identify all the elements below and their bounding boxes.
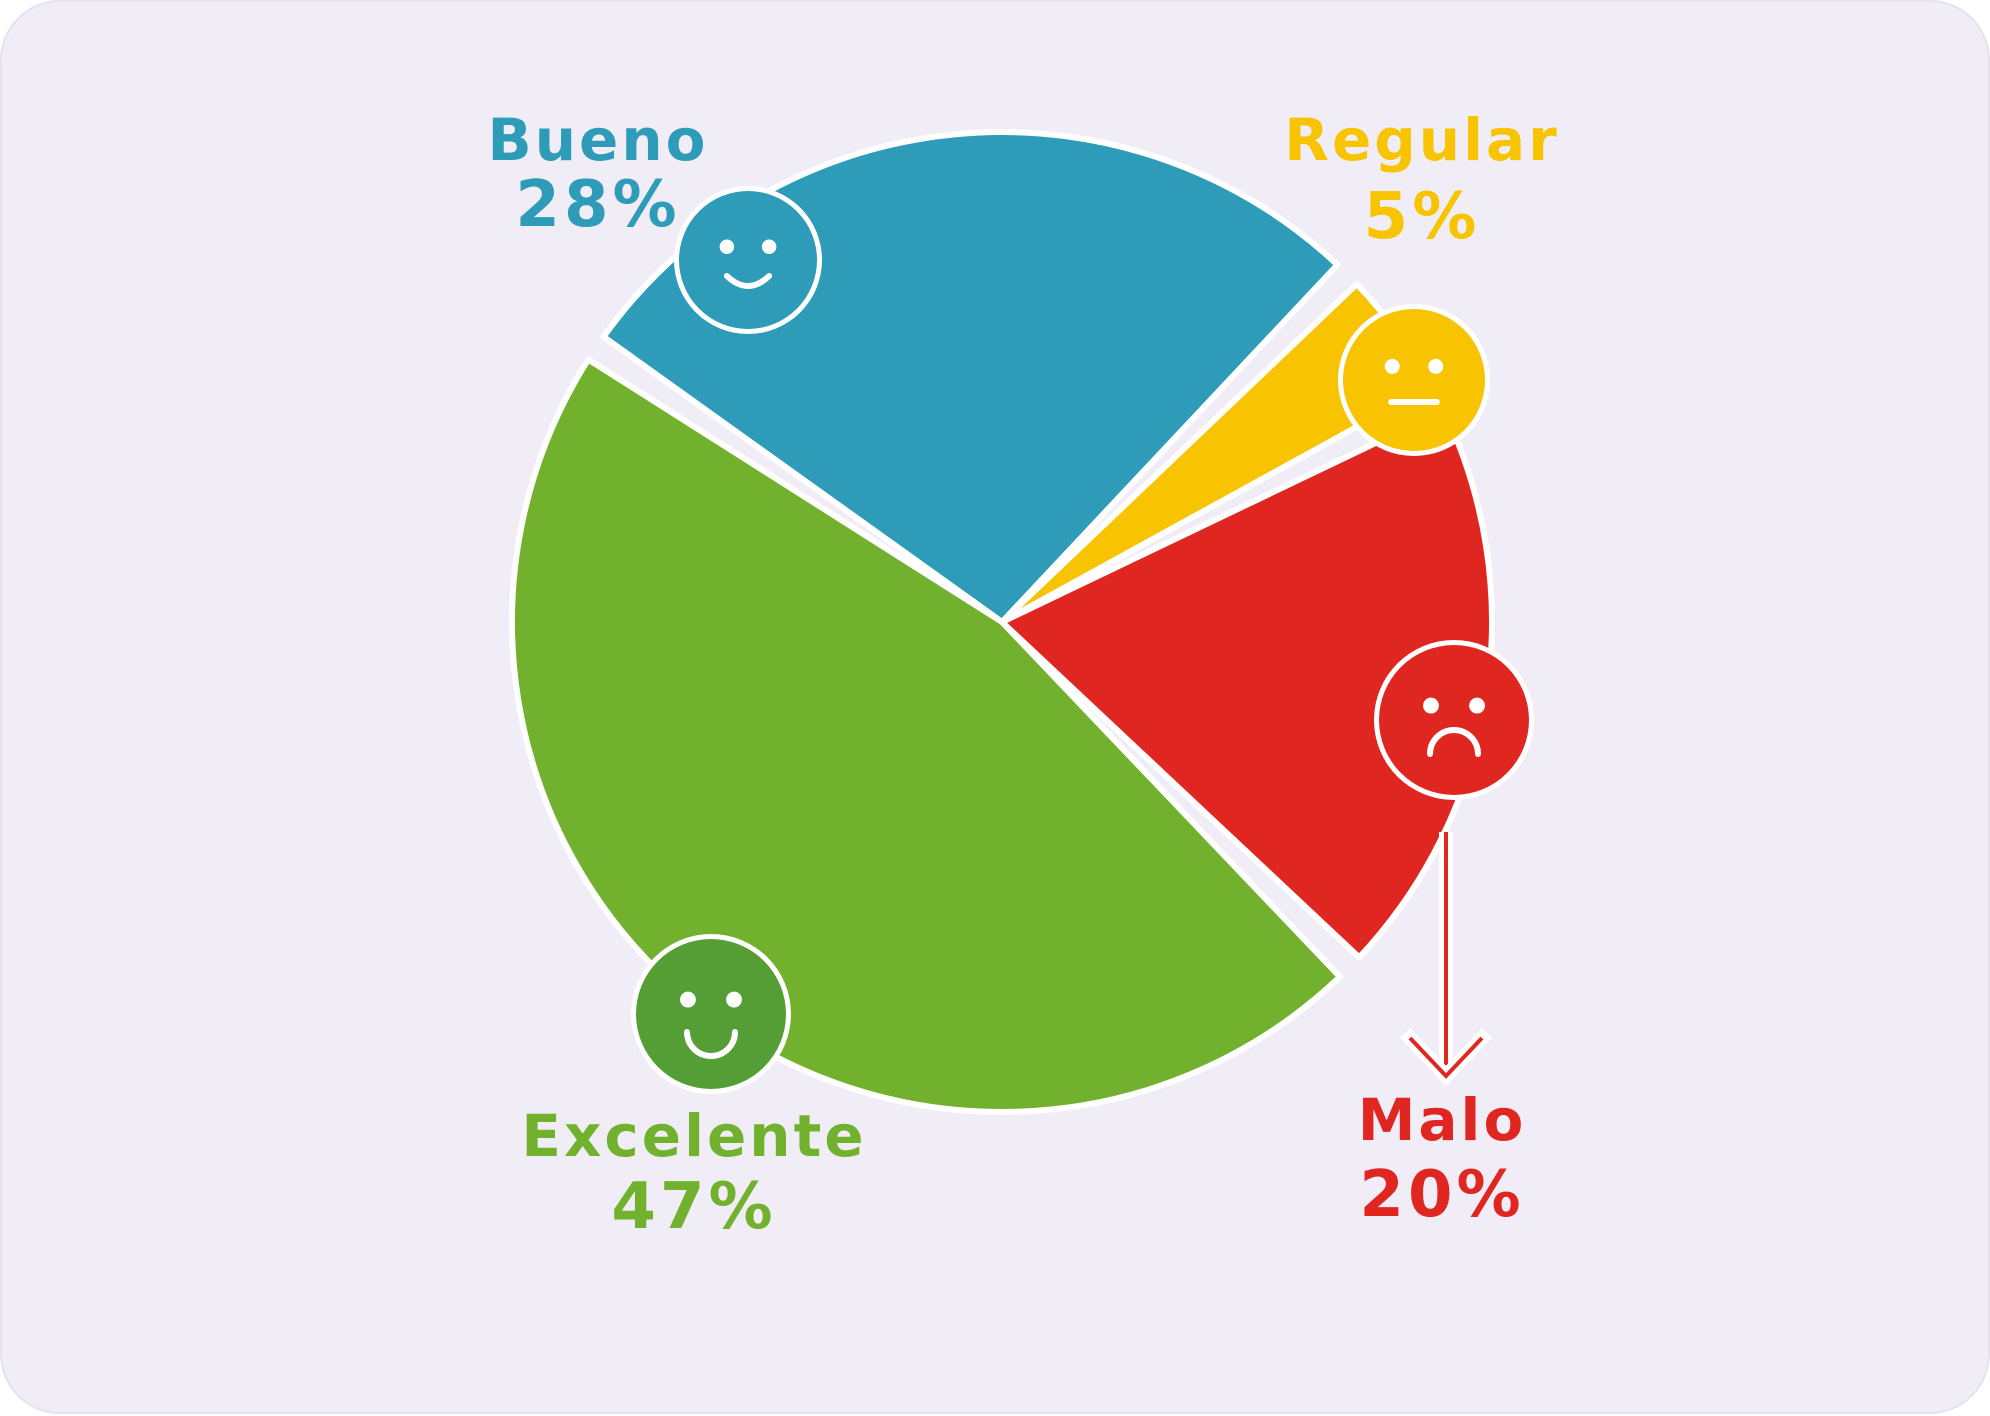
percent-excelente: 47% (611, 1170, 776, 1244)
neutral-face-icon (1338, 304, 1490, 456)
sad-face-icon (1374, 640, 1534, 800)
label-excelente: Excelente (521, 1102, 866, 1170)
percent-regular: 5% (1364, 180, 1481, 254)
percent-bueno: 28% (515, 168, 680, 242)
percent-malo: 20% (1359, 1158, 1524, 1232)
label-malo: Malo (1358, 1086, 1527, 1154)
malo-callout-arrow (1400, 832, 1492, 1087)
smile-face-icon (674, 186, 822, 334)
label-bueno: Bueno (488, 106, 709, 174)
label-regular: Regular (1284, 106, 1559, 174)
big-smile-face-icon (631, 934, 791, 1094)
